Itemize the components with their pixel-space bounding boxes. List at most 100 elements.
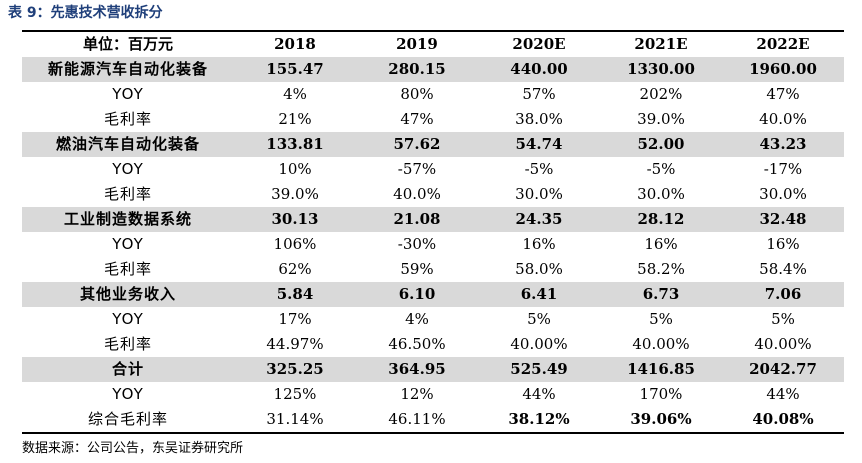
cell-y2019: 46.50% [388,335,446,353]
table-row: YOY 125% 12% 44% 170% 44% [22,382,844,407]
table-row-group: 燃油汽车自动化装备 133.81 57.62 54.74 52.00 43.23 [22,132,844,157]
cell-y2018: 325.25 [266,360,324,378]
cell-y2022e: -17% [763,160,803,178]
cell-y2022e: 40.08% [752,410,814,428]
cell-y2021e: 5% [649,310,673,328]
cell-label: 毛利率 [103,335,152,353]
cell-label: 综合毛利率 [87,410,168,428]
cell-y2018: 10% [278,160,312,178]
header-unit: 单位：百万元 [82,35,173,53]
table-body: 新能源汽车自动化装备 155.47 280.15 440.00 1330.00 1960.… [22,57,844,432]
table-row: YOY 106% -30% 16% 16% 16% [22,232,844,257]
cell-y2021e: 28.12 [637,210,685,228]
cell-y2022e: 30.0% [759,185,807,203]
cell-y2022e: 44% [766,385,800,403]
table-top-rule [22,30,844,32]
table-row: YOY 4% 80% 57% 202% 47% [22,82,844,107]
table-title: 表 9：先惠技术营收拆分 [8,5,163,21]
cell-y2019: -57% [397,160,437,178]
cell-y2020e: 38.12% [508,410,570,428]
cell-y2021e: 170% [639,385,683,403]
cell-y2022e: 40.0% [759,110,807,128]
cell-y2019: 280.15 [388,60,446,78]
cell-y2020e: 44% [522,385,556,403]
table-row-group: 工业制造数据系统 30.13 21.08 24.35 28.12 32.48 [22,207,844,232]
cell-y2021e: 39.0% [637,110,685,128]
cell-label: 燃油汽车自动化装备 [55,135,200,153]
revenue-breakdown-table: 单位：百万元 2018 2019 2020E 2021E 2022E 新能源汽车… [22,30,844,434]
cell-y2021e: 1330.00 [627,60,695,78]
cell-y2021e: 58.2% [637,260,685,278]
header-2021e: 2021E [634,35,688,53]
cell-y2021e: 52.00 [637,135,685,153]
cell-y2021e: 39.06% [630,410,692,428]
cell-y2022e: 16% [766,235,800,253]
cell-y2018: 62% [278,260,312,278]
cell-y2022e: 32.48 [759,210,807,228]
cell-y2020e: 54.74 [515,135,563,153]
header-2020e: 2020E [512,35,566,53]
header-2018: 2018 [274,35,316,53]
cell-y2022e: 40.00% [754,335,812,353]
cell-y2018: 44.97% [266,335,324,353]
cell-y2018: 17% [278,310,312,328]
table-row: YOY 10% -57% -5% -5% -17% [22,157,844,182]
table-row: 毛利率 44.97% 46.50% 40.00% 40.00% 40.00% [22,332,844,357]
cell-y2021e: -5% [646,160,676,178]
table-row: 毛利率 39.0% 40.0% 30.0% 30.0% 30.0% [22,182,844,207]
cell-y2021e: 30.0% [637,185,685,203]
table-row-group: 其他业务收入 5.84 6.10 6.41 6.73 7.06 [22,282,844,307]
cell-label: YOY [112,310,144,328]
cell-y2018: 106% [273,235,317,253]
cell-y2022e: 43.23 [759,135,807,153]
cell-y2021e: 202% [639,85,683,103]
cell-label: YOY [112,85,144,103]
cell-y2022e: 7.06 [764,285,802,303]
cell-y2018: 155.47 [266,60,324,78]
table-row: YOY 17% 4% 5% 5% 5% [22,307,844,332]
cell-y2018: 125% [273,385,317,403]
table-row: 毛利率 62% 59% 58.0% 58.2% 58.4% [22,257,844,282]
cell-label: 新能源汽车自动化装备 [47,60,208,78]
cell-label: 合计 [111,360,144,378]
table-header-row: 单位：百万元 2018 2019 2020E 2021E 2022E [22,32,844,57]
cell-label: YOY [112,235,144,253]
cell-y2019: 57.62 [393,135,441,153]
cell-y2019: 47% [400,110,434,128]
cell-y2020e: 24.35 [515,210,563,228]
cell-y2018: 39.0% [271,185,319,203]
cell-y2021e: 40.00% [632,335,690,353]
header-2019: 2019 [396,35,438,53]
cell-y2020e: 30.0% [515,185,563,203]
cell-y2018: 5.84 [276,285,314,303]
cell-y2021e: 1416.85 [627,360,695,378]
cell-label: 毛利率 [103,110,152,128]
cell-label: 工业制造数据系统 [63,210,192,228]
cell-y2018: 21% [278,110,312,128]
cell-y2018: 4% [283,85,307,103]
cell-y2019: 21.08 [393,210,441,228]
cell-y2020e: 40.00% [510,335,568,353]
cell-y2020e: 6.41 [520,285,558,303]
cell-y2020e: 57% [522,85,556,103]
cell-y2022e: 2042.77 [749,360,817,378]
table-row: 综合毛利率 31.14% 46.11% 38.12% 39.06% 40.08% [22,407,844,432]
cell-y2022e: 1960.00 [749,60,817,78]
table-row: 毛利率 21% 47% 38.0% 39.0% 40.0% [22,107,844,132]
cell-y2020e: 5% [527,310,551,328]
table-row-group: 合计 325.25 364.95 525.49 1416.85 2042.77 [22,357,844,382]
cell-label: YOY [112,160,144,178]
cell-y2019: -30% [397,235,437,253]
cell-y2020e: 38.0% [515,110,563,128]
cell-y2022e: 47% [766,85,800,103]
cell-y2020e: 440.00 [510,60,568,78]
cell-y2020e: 16% [522,235,556,253]
cell-y2019: 40.0% [393,185,441,203]
cell-y2021e: 6.73 [642,285,680,303]
table-bottom-rule [22,432,844,434]
cell-label: 毛利率 [103,185,152,203]
cell-y2019: 59% [400,260,434,278]
cell-y2022e: 58.4% [759,260,807,278]
cell-y2020e: 525.49 [510,360,568,378]
cell-y2019: 6.10 [398,285,436,303]
